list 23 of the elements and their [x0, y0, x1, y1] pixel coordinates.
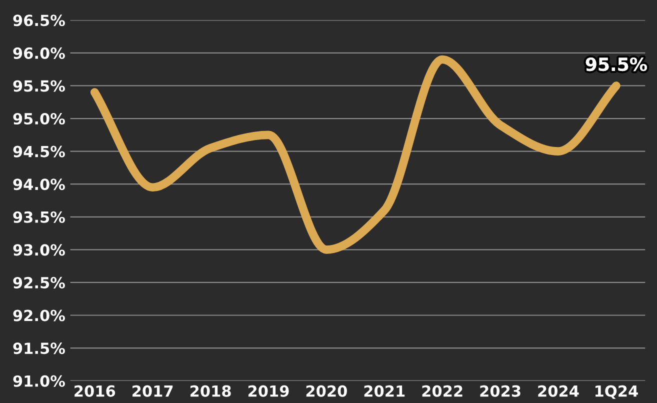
y-tick-label: 93.0%: [13, 244, 65, 256]
x-tick-label: 2020: [306, 385, 347, 397]
y-tick-label: 94.0%: [13, 178, 65, 190]
y-tick-label: 95.5%: [13, 80, 65, 92]
y-tick-label: 95.0%: [13, 112, 65, 125]
data-label: 95.5%: [586, 57, 647, 72]
x-tick-label: 2021: [364, 385, 405, 397]
x-tick-label: 2019: [248, 385, 289, 397]
x-tick-label: 2018: [190, 385, 231, 397]
y-tick-label: 96.0%: [13, 47, 65, 59]
x-tick-label: 2022: [422, 385, 462, 397]
y-tick-label: 92.0%: [13, 310, 65, 322]
y-tick-label: 92.5%: [13, 276, 65, 288]
y-tick-label: 91.0%: [13, 375, 65, 387]
y-tick-label: 91.5%: [13, 342, 65, 354]
y-tick-label: 93.5%: [13, 211, 65, 223]
x-tick-label: 2016: [74, 385, 116, 397]
x-tick-label: 2017: [132, 385, 173, 397]
x-tick-label: 1Q24: [595, 385, 638, 399]
y-tick-label: 96.5%: [13, 14, 65, 26]
y-tick-label: 94.5%: [13, 146, 65, 158]
x-tick-label: 2023: [480, 385, 520, 397]
x-tick-label: 2024: [538, 385, 579, 397]
